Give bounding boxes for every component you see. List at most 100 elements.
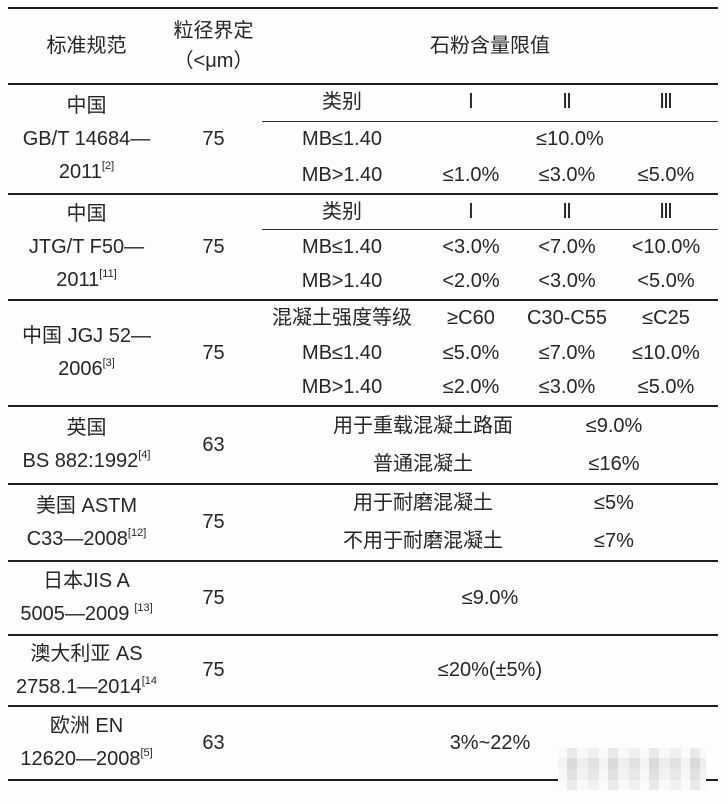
class-1-label: Ⅰ [468,200,474,223]
mb-gt-value-3: ≤5.0% [637,163,695,186]
year-text: 2006 [58,358,103,380]
header-particle-size-line1: 粒径界定 [173,20,254,42]
limit-pairs-astm: 用于耐磨混凝土 ≤5% 不用于耐磨混凝土 ≤7% [262,485,718,560]
limit-value: ≤9.0% [461,586,519,609]
subtable-row-mb-le: MB≤1.40 <3.0% <7.0% <10.0% [262,230,718,264]
particle-size-value: 75 [202,659,225,681]
header-standard: 标准规范 [8,9,165,83]
country-label: 英国 [66,417,107,439]
limit-single-en: 3%~22% [262,707,718,779]
usage-label: 用于重载混凝土路面 [333,414,513,437]
table-row-astmc33: 美国 ASTM C33—2008[12] 75 用于耐磨混凝土 ≤5% 不用于耐… [8,485,718,562]
grade-1-label: ≥C60 [447,306,495,329]
code-label: 中国 JGJ 52— [22,325,151,347]
mb-le-merged-value: ≤10.0% [536,128,604,150]
limit-subtable: 类别 Ⅰ Ⅱ Ⅲ MB≤1.40 ≤10.0% MB>1.40 ≤1.0% ≤3… [262,85,718,193]
table-row-as2758: 澳大利亚 AS 2758.1—2014[14 75 ≤20%(±5%) [8,636,718,707]
code-label: JTG/T F50— [28,235,145,258]
subtable-row-mb-gt: MB>1.40 <2.0% <3.0% <5.0% [262,265,718,299]
mb-le-label: MB≤1.40 [302,128,382,150]
table-row-jgj52: 中国 JGJ 52— 2006[3] 75 混凝土强度等级 ≥C60 C30-C… [8,301,718,407]
country-label: 日本JIS A [43,570,130,592]
limit-matrix-jgj: 混凝土强度等级 ≥C60 C30-C55 ≤C25 MB≤1.40 ≤5.0% … [262,301,718,405]
mb-gt-value-3: ≤5.0% [637,376,695,399]
code-label: GB/T 14684— [22,127,151,150]
mb-le-value-2: <7.0% [538,235,596,258]
particle-size-value: 75 [202,511,225,533]
particle-size-value: 63 [202,731,225,754]
standard-name-bs: 英国 BS 882:1992[4] [8,407,165,483]
mb-gt-value-2: ≤3.0% [538,376,596,399]
mb-gt-value-2: ≤3.0% [538,163,596,186]
particle-size-jgj: 75 [165,301,262,405]
citation-ref: [12] [127,526,147,539]
limit-subtable: 混凝土强度等级 ≥C60 C30-C55 ≤C25 MB≤1.40 ≤5.0% … [262,301,718,405]
code-label: BS 882:1992[4] [23,445,151,478]
standard-name-as: 澳大利亚 AS 2758.1—2014[14 [8,636,165,705]
table-row-jtgtf50: 中国 JTG/T F50— 2011[11] 75 类别 Ⅰ Ⅱ Ⅲ MB≤1.… [8,195,718,301]
particle-size-astm: 75 [165,485,262,560]
year-label: 2006[3] [58,353,115,386]
limit-pair-row: 不用于耐磨混凝土 ≤7% [262,523,718,561]
table-row-jisa5005: 日本JIS A 5005—2009 [13] 75 ≤9.0% [8,562,718,636]
particle-size-as: 75 [165,636,262,705]
limit-value: ≤20%(±5%) [437,659,543,681]
year-label: 2011[2] [59,156,114,189]
year-text: 2011 [58,160,102,183]
country-label: 美国 ASTM [35,494,138,517]
mb-le-label: MB≤1.40 [302,341,382,364]
code-label: 5005—2009 [13] [20,598,152,631]
limit-pairs-bs: 用于重载混凝土路面 ≤9.0% 普通混凝土 ≤16% [262,407,718,483]
class-2-label: Ⅱ [562,200,572,223]
code-label: 12620—2008[5] [20,743,152,776]
mb-gt-label: MB>1.40 [301,163,383,186]
limit-single-jis: ≤9.0% [262,562,718,634]
particle-size-value: 75 [202,235,225,258]
code-text: BS 882:1992 [22,450,139,472]
limit-matrix-jtg: 类别 Ⅰ Ⅱ Ⅲ MB≤1.40 <3.0% <7.0% <10.0% MB>1… [262,195,718,299]
table-row-bs882: 英国 BS 882:1992[4] 63 用于重载混凝土路面 ≤9.0% 普通混… [8,407,718,485]
limit-value: ≤16% [588,452,640,475]
class-1-label: Ⅰ [468,91,474,114]
country-label: 中国 [66,202,107,225]
mb-gt-value-3: <5.0% [637,270,695,293]
class-3-label: Ⅲ [659,91,673,114]
limit-single-as: ≤20%(±5%) [262,636,718,705]
code-text: C33—2008 [26,527,128,550]
grade-3-label: ≤C25 [642,306,690,329]
table-row-gbt14684: 中国 GB/T 14684— 2011[2] 75 类别 Ⅰ Ⅱ Ⅲ MB≤1.… [8,85,718,195]
header-standard-label: 标准规范 [46,35,127,57]
mb-le-value-3: <10.0% [631,235,701,258]
particle-size-value: 75 [202,341,225,364]
code-text: 12620—2008 [20,748,141,770]
subtable-row-mb-le: MB≤1.40 ≤10.0% [262,122,718,158]
usage-label: 不用于耐磨混凝土 [343,529,503,552]
particle-size-en: 63 [165,707,262,779]
mb-gt-value-2: <3.0% [538,270,596,293]
standard-name-en: 欧洲 EN 12620—2008[5] [8,707,165,779]
mb-le-value-3: ≤10.0% [632,341,700,364]
subtable-row-mb-gt: MB>1.40 ≤1.0% ≤3.0% ≤5.0% [262,157,718,193]
grade-2-label: C30-C55 [526,306,608,329]
particle-size-gbt: 75 [165,85,262,193]
limit-subtable: 类别 Ⅰ Ⅱ Ⅲ MB≤1.40 <3.0% <7.0% <10.0% MB>1… [262,195,718,299]
citation-ref: [2] [101,159,115,172]
class-3-label: Ⅲ [659,200,673,223]
pixelated-watermark [558,748,706,790]
strength-grade-label: 混凝土强度等级 [272,306,412,329]
limit-value: ≤9.0% [585,414,643,437]
limit-value: 3%~22% [449,731,531,754]
table-row-en12620: 欧洲 EN 12620—2008[5] 63 3%~22% [8,707,718,781]
limit-pair-row: 用于重载混凝土路面 ≤9.0% [262,407,718,445]
standard-name-gbt: 中国 GB/T 14684— 2011[2] [8,85,165,193]
usage-label: 普通混凝土 [373,452,473,475]
limit-pair-row: 用于耐磨混凝土 ≤5% [262,485,718,523]
mb-gt-label: MB>1.40 [301,376,383,399]
header-particle-size-line2: （<μm） [173,50,254,72]
limit-matrix-gbt: 类别 Ⅰ Ⅱ Ⅲ MB≤1.40 ≤10.0% MB>1.40 ≤1.0% ≤3… [262,85,718,193]
mb-gt-label: MB>1.40 [301,270,383,293]
country-label: 中国 [66,94,107,117]
particle-size-jis: 75 [165,562,262,634]
particle-size-jtg: 75 [165,195,262,299]
subtable-row-mb-le: MB≤1.40 ≤5.0% ≤7.0% ≤10.0% [262,336,718,371]
